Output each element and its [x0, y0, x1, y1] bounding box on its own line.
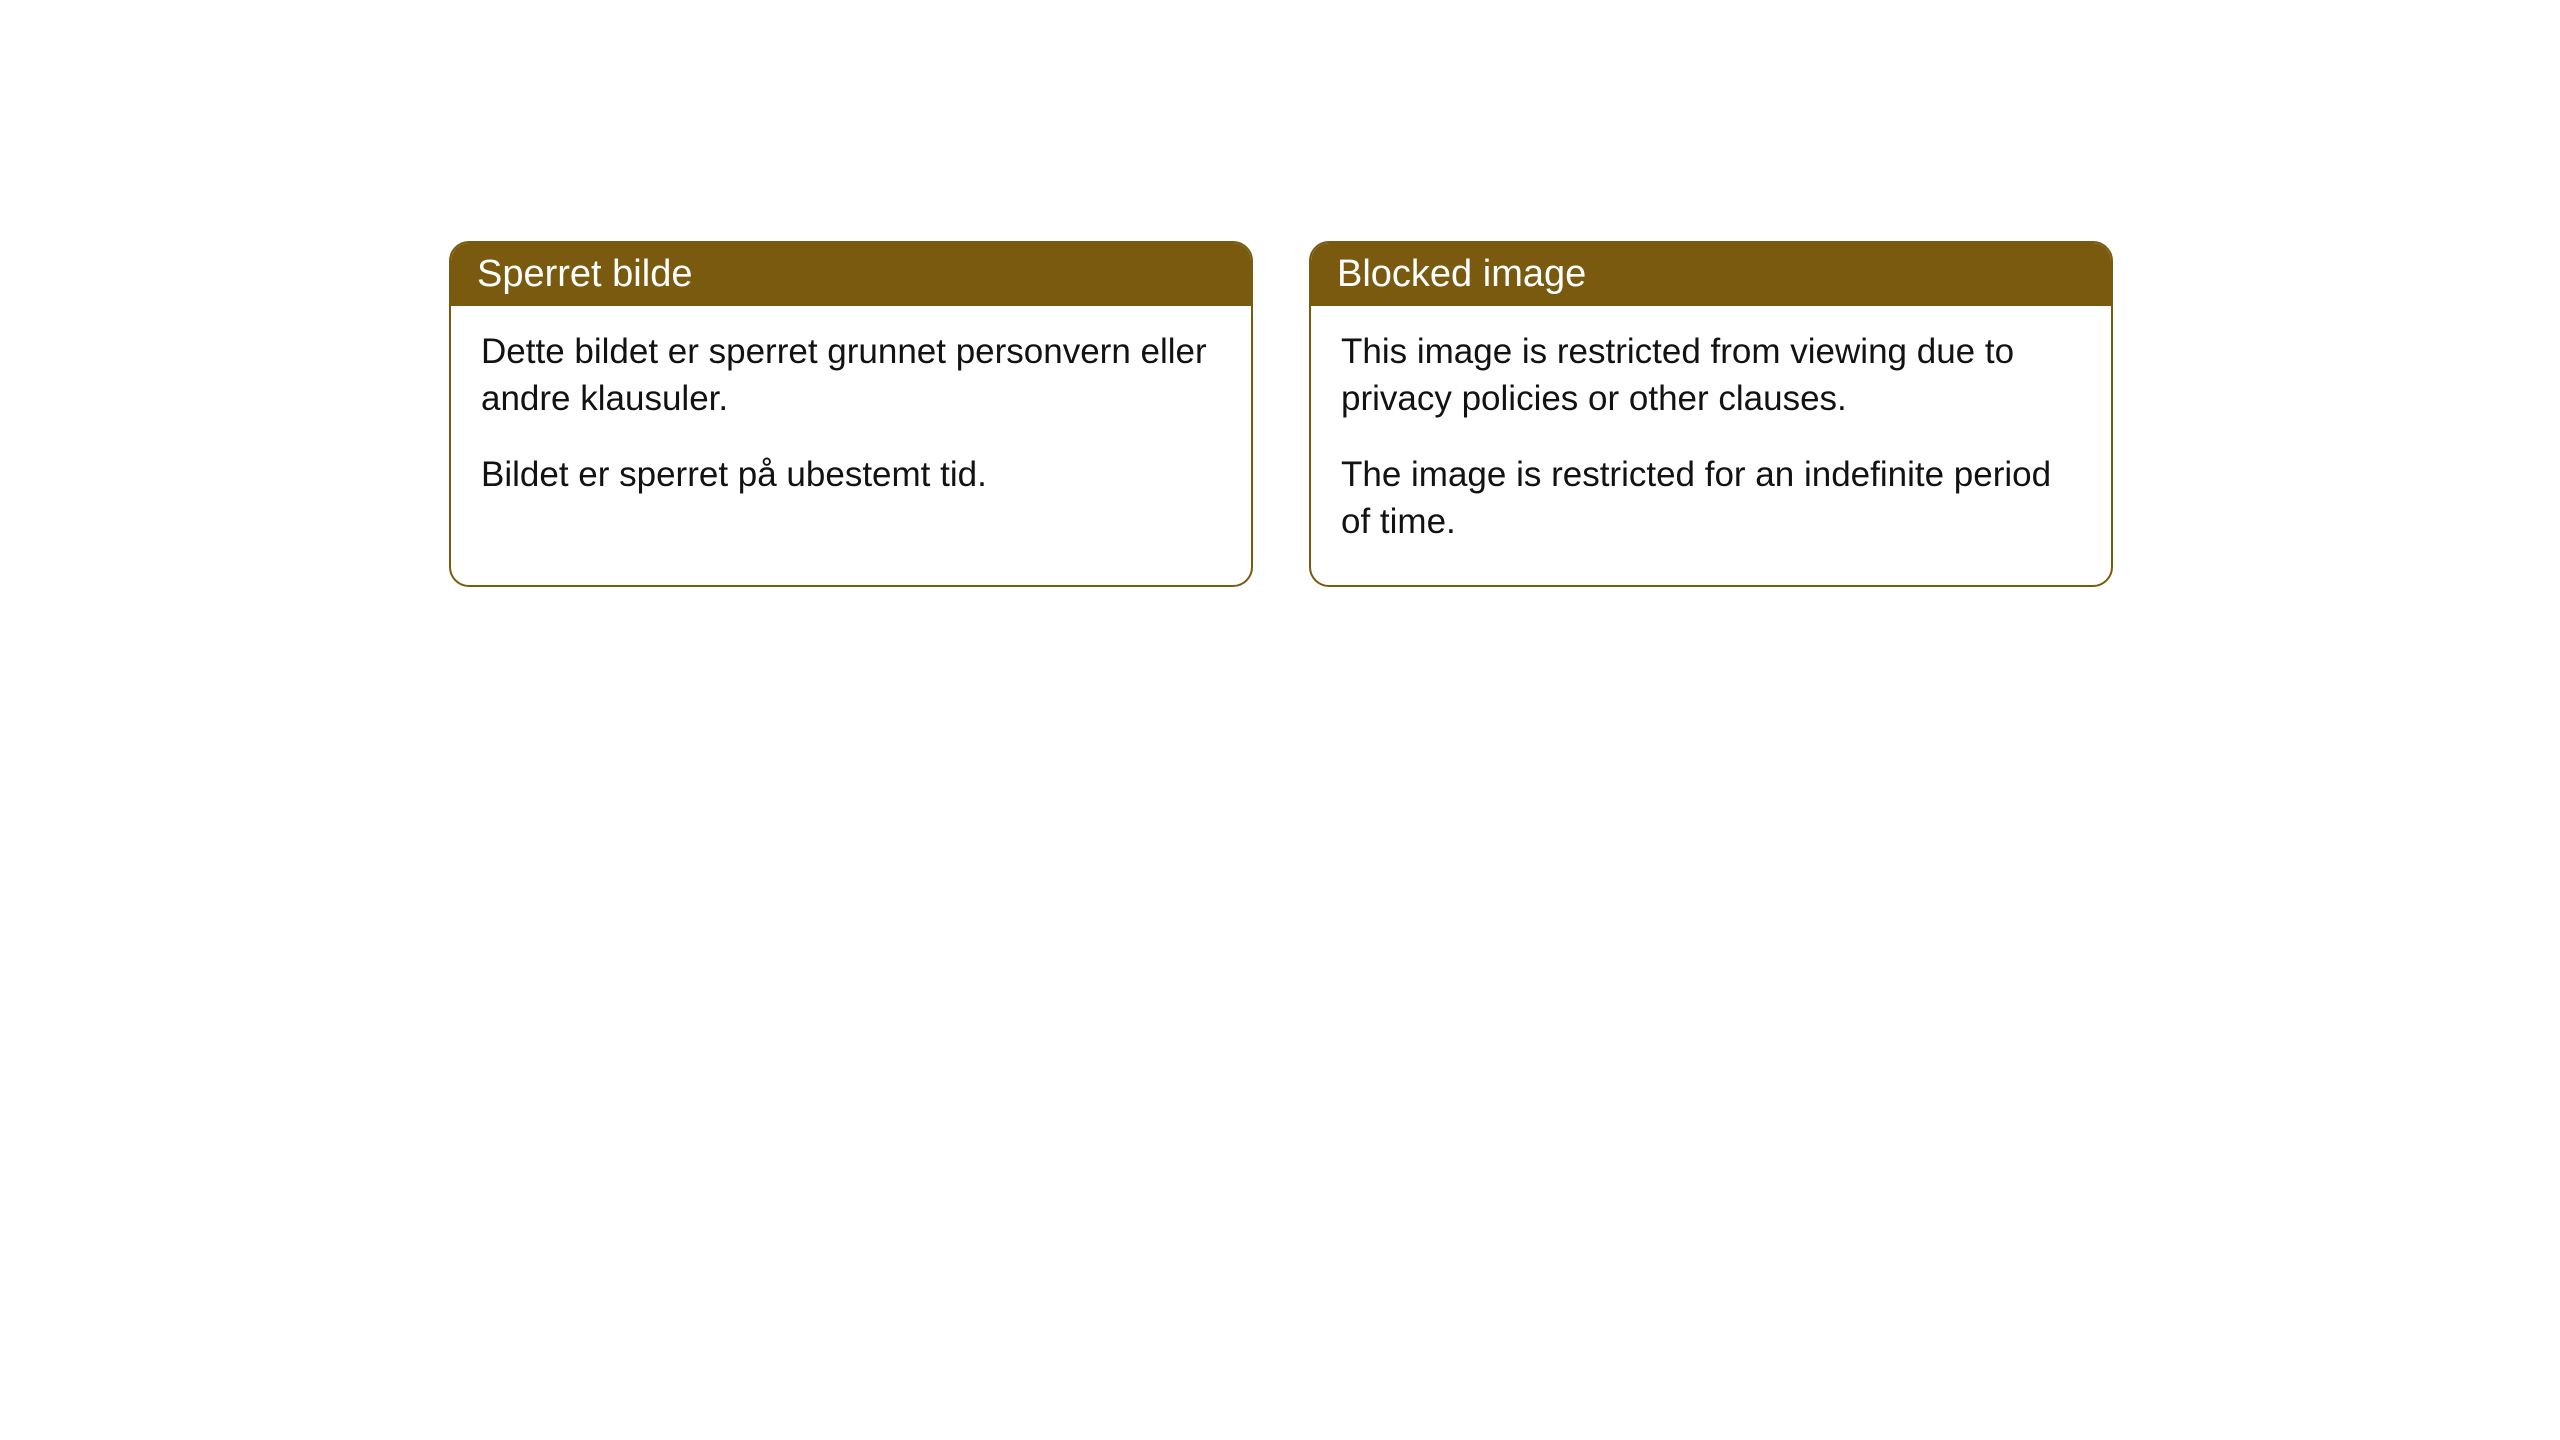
card-paragraph: The image is restricted for an indefinit… [1341, 451, 2081, 546]
card-title: Sperret bilde [477, 253, 692, 295]
card-title: Blocked image [1337, 253, 1586, 295]
notice-card-norwegian: Sperret bilde Dette bildet er sperret gr… [449, 241, 1253, 587]
notice-cards-container: Sperret bilde Dette bildet er sperret gr… [449, 241, 2113, 587]
card-paragraph: This image is restricted from viewing du… [1341, 328, 2081, 423]
card-header: Sperret bilde [451, 243, 1251, 306]
card-body: This image is restricted from viewing du… [1311, 306, 2111, 585]
card-header: Blocked image [1311, 243, 2111, 306]
card-body: Dette bildet er sperret grunnet personve… [451, 306, 1251, 538]
card-paragraph: Bildet er sperret på ubestemt tid. [481, 451, 1221, 498]
notice-card-english: Blocked image This image is restricted f… [1309, 241, 2113, 587]
card-paragraph: Dette bildet er sperret grunnet personve… [481, 328, 1221, 423]
